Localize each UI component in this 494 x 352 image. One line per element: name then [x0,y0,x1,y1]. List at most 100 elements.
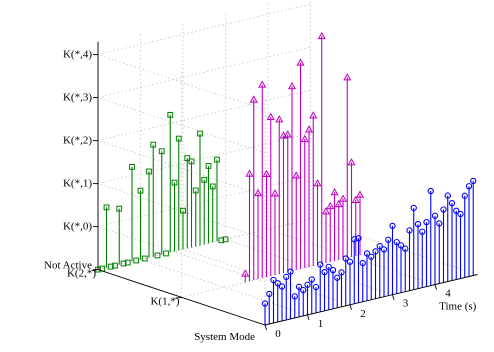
stem-marker-circle [270,276,277,284]
stem-marker-triangle [296,58,305,66]
stem-marker-circle [329,266,337,274]
stem-marker-circle [376,242,383,250]
stem-marker-square [133,257,140,264]
stem-marker-square [222,236,229,243]
stem-marker-circle [444,192,451,199]
stem-marker-square [201,176,208,183]
stem-marker-circle [436,220,443,227]
stem-marker-circle [274,280,281,287]
stem-marker-triangle [258,80,267,88]
stem-marker-circle [402,245,409,252]
stem-marker-square [120,260,127,267]
stem-marker-circle [414,220,422,228]
stem-marker-circle [461,192,468,199]
stem-marker-circle [393,238,400,246]
grid-line [97,54,266,111]
stem-marker-square [171,179,178,186]
stem-marker-triangle [262,169,271,177]
x-tick [264,324,267,331]
grid-line [310,218,478,275]
y-tick-label: K(1,*) [150,295,179,307]
grid-line [97,46,311,98]
grid-line [97,97,266,154]
stem-marker-square [129,164,135,170]
stem-marker-circle [261,300,269,307]
x-tick [392,294,395,300]
x-tick [307,314,310,321]
grid-line [97,89,311,141]
stem-marker-triangle [287,81,297,90]
stem-marker-circle [359,259,366,267]
stem-marker-triangle [300,134,309,143]
stem-marker-circle [346,258,354,265]
stem-marker-square [103,204,110,211]
stem-marker-circle [440,206,447,213]
stem-marker-triangle [343,73,352,81]
stem-marker-circle [312,283,320,291]
z-tick-label: Not Active [44,260,92,272]
stem-marker-circle [385,236,392,243]
stem-marker-square [116,205,123,212]
stem-marker-triangle [351,195,360,204]
stem-marker-triangle [326,201,335,210]
stem-marker-square [218,237,225,244]
stem-marker-triangle [309,111,318,119]
stem-marker-square [175,135,182,142]
stem-marker-square [214,156,220,163]
x-tick-label: 3 [403,298,409,310]
stem-marker-circle [427,187,434,195]
stem-marker-circle [465,183,473,190]
stem-marker-circle [325,263,332,270]
stem-marker-square [167,111,174,118]
z-tick-label: K(*,3) [63,92,92,104]
stem-marker-square [150,141,157,148]
z-tick-label: K(*,4) [63,49,92,61]
stem-marker-circle [295,283,303,290]
stem-marker-circle [278,283,286,290]
stem-marker-triangle [275,115,284,123]
stem-marker-square [163,250,169,257]
x-tick [349,304,352,310]
stem-marker-square [197,130,203,137]
stem-marker-triangle [313,179,322,187]
stem-marker-circle [406,227,413,234]
stem-marker-circle [266,290,273,298]
stem-marker-square [180,207,186,214]
stem-marker-triangle [338,194,348,202]
stem-marker-circle [363,250,371,257]
stem-marker-triangle [249,95,258,103]
stem-marker-triangle [245,169,254,177]
stem-marker-triangle [241,269,250,277]
stem-marker-circle [389,222,396,230]
y-tick-label: K(2,*) [67,268,96,280]
z-tick-label: K(*,1) [63,178,92,190]
stem-marker-square [154,252,161,259]
stem-marker-circle [397,242,405,249]
stem-marker-square [209,183,216,190]
stem-marker-circle [355,235,362,242]
grid-line [225,239,393,295]
stem-marker-circle [372,248,379,255]
x-axis-line [264,274,478,326]
grid-line [97,140,266,197]
stem-marker-triangle [321,207,331,215]
stem-marker-circle [410,204,417,212]
stem-marker-circle [419,228,426,235]
stem-marker-circle [457,210,464,218]
stem-marker-circle [380,246,388,253]
grid-line [182,249,351,306]
stem-marker-circle [470,177,477,185]
stem-marker-square [107,263,114,270]
stem-marker-circle [283,273,290,281]
y-tick [175,296,182,299]
stem-marker-circle [321,269,328,276]
stem-marker-triangle [266,112,275,121]
stem-marker-circle [304,281,311,288]
stem-marker-circle [291,293,298,300]
y-axis-label: System Mode [194,331,255,343]
stem-marker-square [124,259,131,266]
x-tick [434,284,437,290]
z-tick-label: K(*,0) [63,221,92,233]
stem-marker-triangle [253,188,263,197]
